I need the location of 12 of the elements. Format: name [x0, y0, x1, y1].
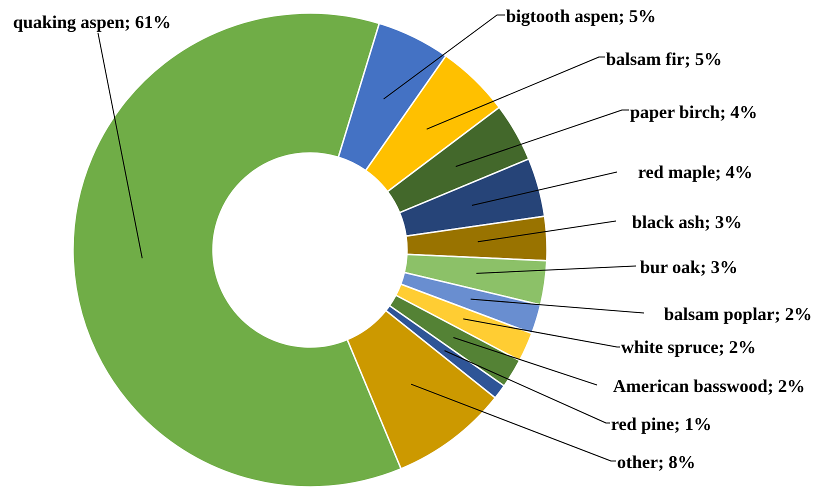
- slice-label: black ash; 3%: [632, 212, 742, 232]
- slice-label: bigtooth aspen; 5%: [506, 6, 656, 26]
- slice-label: red maple; 4%: [638, 162, 753, 182]
- slice-label: red pine; 1%: [611, 414, 712, 434]
- slice-label: bur oak; 3%: [640, 257, 738, 277]
- slice-label: balsam fir; 5%: [606, 49, 722, 69]
- slice-label: white spruce; 2%: [621, 337, 756, 357]
- slice-label: American basswood; 2%: [613, 376, 805, 396]
- slice-label: other; 8%: [617, 452, 696, 472]
- slice-label: quaking aspen; 61%: [13, 12, 172, 32]
- slice-label: balsam poplar; 2%: [664, 304, 812, 324]
- slice-label: paper birch; 4%: [630, 102, 758, 122]
